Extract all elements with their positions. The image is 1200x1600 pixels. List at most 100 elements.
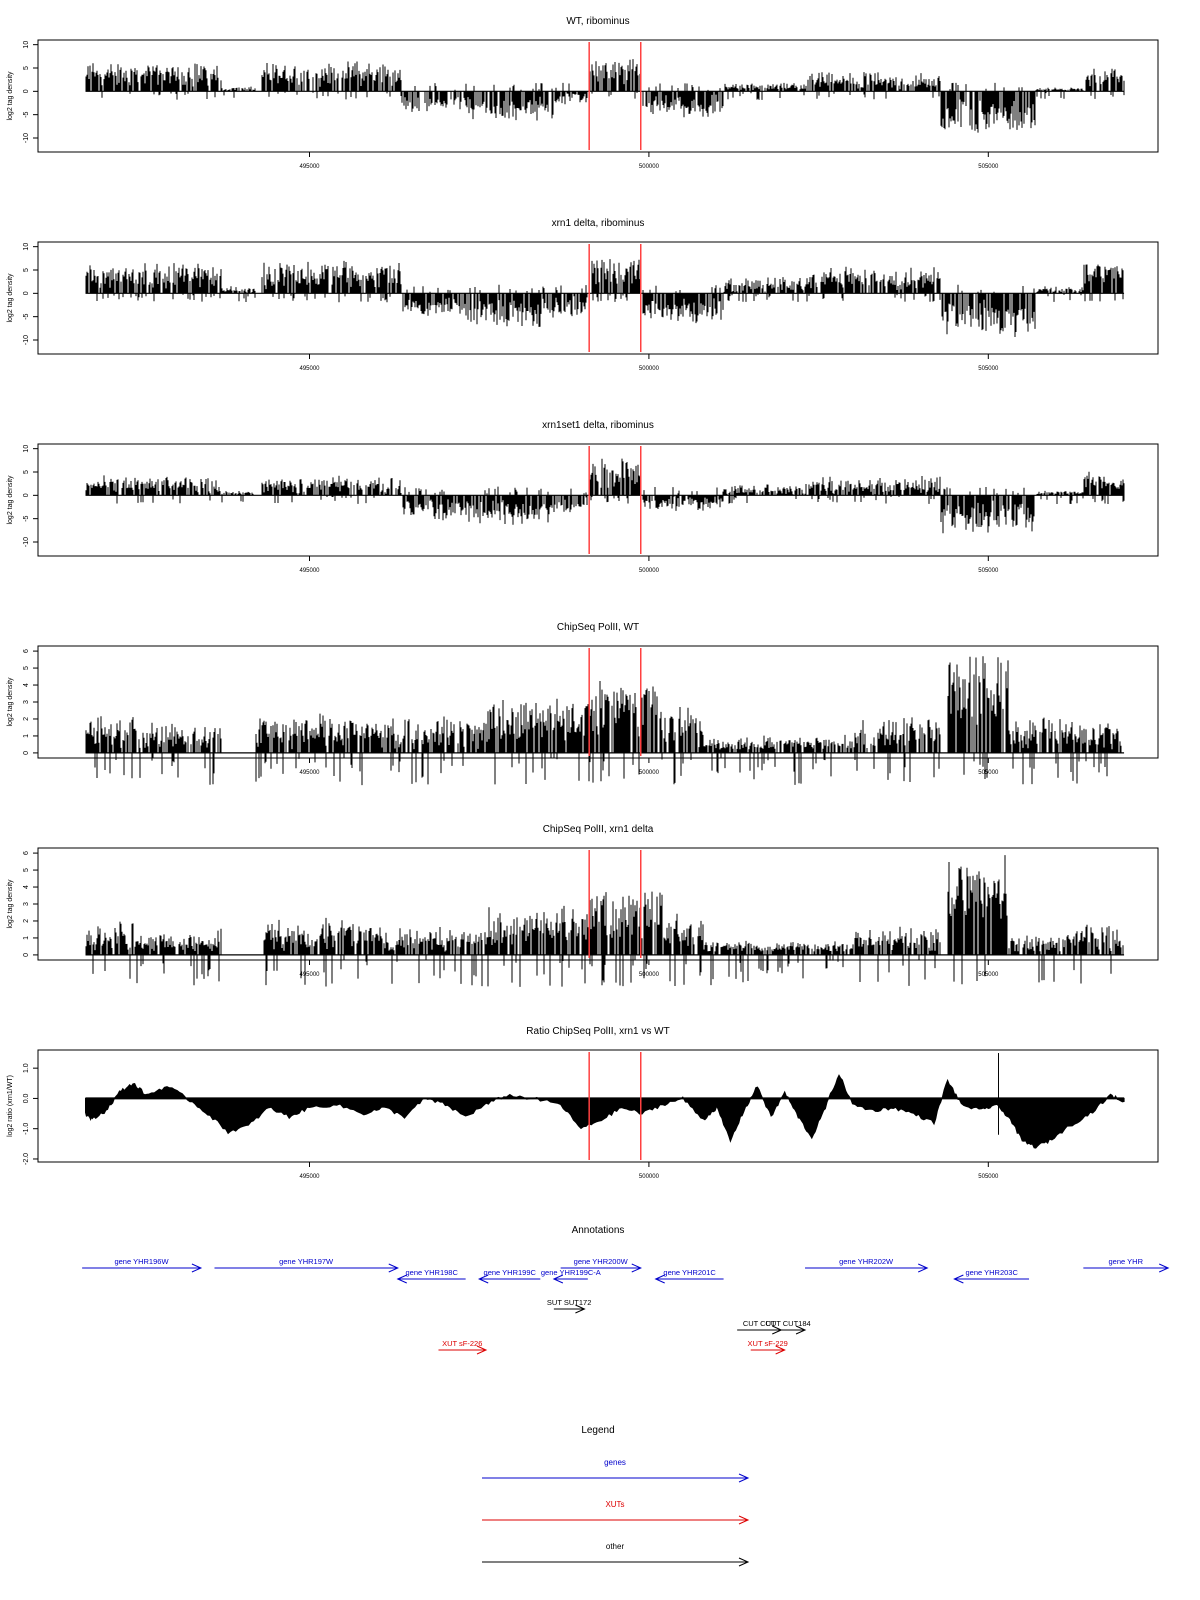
- plot-frame: [37, 39, 1159, 153]
- y-tick-label: 3: [23, 902, 30, 906]
- plot-frame: [37, 241, 1159, 355]
- y-tick-label: 3: [23, 700, 30, 704]
- ratio-area: [85, 1074, 1125, 1149]
- panel-title: ChipSeq PolII, xrn1 delta: [543, 824, 654, 835]
- y-tick-label: 0: [23, 493, 30, 497]
- feature-label: gene YHR201C: [663, 1268, 716, 1277]
- panel-3: xrn1set1 delta, ribominus 10 5 0 -5 -10 log2 t…: [7, 420, 1159, 574]
- annotation-feature: CUT CUT184: [765, 1319, 811, 1335]
- annotation-feature: gene YHR201C: [654, 1268, 724, 1284]
- y-axis: 10 5 0 -5 -10: [23, 243, 38, 345]
- feature-label: gene YHR196W: [114, 1257, 169, 1266]
- annotation-feature: gene YHR202W: [805, 1257, 929, 1273]
- y-tick-label: 5: [23, 868, 30, 872]
- data-bars: [85, 458, 1125, 534]
- annotation-feature: gene YHR199C-A: [541, 1268, 601, 1284]
- y-tick-label: 1: [23, 936, 30, 940]
- x-tick-label: 500000: [639, 164, 660, 170]
- x-tick-label: 495000: [299, 568, 320, 574]
- y-tick-label: 4: [23, 885, 30, 889]
- data-bars: [85, 855, 1124, 987]
- x-axis: 495000 500000 505000: [299, 758, 999, 776]
- y-tick-label: 1: [23, 734, 30, 738]
- annotation-feature: gene YHR197W: [214, 1257, 399, 1273]
- feature-label: gene YHR203C: [965, 1268, 1018, 1277]
- x-axis: 495000 500000 505000: [299, 1162, 999, 1180]
- x-tick-label: 505000: [978, 770, 999, 776]
- y-tick-label: 0: [23, 953, 30, 957]
- x-axis: 495000 500000 505000: [299, 960, 999, 978]
- feature-arrow-head: [775, 1345, 786, 1355]
- legend-arrow-head: [738, 1515, 750, 1525]
- legend-label: other: [606, 1542, 625, 1551]
- y-tick-label: -1.0: [23, 1123, 30, 1135]
- feature-arrow-head: [795, 1325, 807, 1335]
- y-tick-label: 0: [23, 291, 30, 295]
- y-tick-label: 1.0: [23, 1063, 30, 1073]
- y-tick-label: 5: [23, 66, 30, 70]
- x-tick-label: 495000: [299, 1174, 320, 1180]
- feature-label: SUT SUT172: [547, 1298, 591, 1307]
- panel-1: WT, ribominus 10 5 0 -5 -10 log2 tag density 49…: [7, 16, 1159, 170]
- y-tick-label: -10: [23, 133, 30, 143]
- feature-arrow-head: [953, 1274, 964, 1284]
- y-tick-label: -5: [23, 111, 30, 117]
- data-bars: [85, 59, 1125, 133]
- y-axis-label: log2 ratio (xrn1/WT): [7, 1075, 14, 1137]
- panel-title: xrn1 delta, ribominus: [552, 218, 645, 229]
- legend-label: XUTs: [605, 1500, 624, 1509]
- legend-arrow-head: [738, 1557, 750, 1567]
- y-tick-label: 6: [23, 851, 30, 855]
- panel-5: ChipSeq PolII, xrn1 delta 0 1 2 3 4 5 6 log2 tag…: [7, 824, 1159, 987]
- x-tick-label: 495000: [299, 164, 320, 170]
- y-axis-label: log2 tag density: [7, 71, 14, 121]
- feature-arrow-head: [1158, 1263, 1170, 1273]
- y-axis: 0 1 2 3 4 5 6: [23, 851, 38, 957]
- feature-label: gene YHR199C: [484, 1268, 537, 1277]
- panel-6: Ratio ChipSeq PolII, xrn1 vs WT 1.0 0.0 -1.…: [7, 1026, 1159, 1180]
- annotation-feature: gene YHR203C: [953, 1268, 1030, 1284]
- panel-2: xrn1 delta, ribominus 10 5 0 -5 -10 log2 tag d…: [7, 218, 1159, 372]
- feature-label: gene YHR200W: [574, 1257, 629, 1266]
- feature-label: XUT sF-226: [442, 1339, 482, 1348]
- y-tick-label: -10: [23, 335, 30, 345]
- legend: Legend genes XUTs other: [482, 1425, 750, 1567]
- y-tick-label: 2: [23, 717, 30, 721]
- feature-arrow-head: [631, 1263, 642, 1273]
- y-tick-label: 0: [23, 89, 30, 93]
- x-tick-label: 495000: [299, 770, 320, 776]
- x-tick-label: 505000: [978, 972, 999, 978]
- legend-title: Legend: [581, 1425, 614, 1436]
- x-tick-label: 500000: [639, 972, 660, 978]
- feature-label: CUT CUT: [743, 1319, 776, 1328]
- panel-title: WT, ribominus: [566, 16, 629, 27]
- plot-frame: [37, 1049, 1159, 1163]
- data-bars: [85, 259, 1124, 337]
- x-tick-label: 500000: [639, 770, 660, 776]
- annotation-feature: gene YHR200W: [560, 1257, 642, 1273]
- annotation-feature: gene YHR: [1083, 1257, 1170, 1273]
- feature-arrow-head: [575, 1304, 586, 1314]
- feature-arrow-head: [476, 1345, 488, 1355]
- feature-label: XUT sF-229: [748, 1339, 788, 1348]
- x-tick-label: 500000: [639, 1174, 660, 1180]
- data-bars: [85, 656, 1122, 786]
- y-axis: 10 5 0 -5 -10: [23, 445, 38, 547]
- feature-arrow-head: [654, 1274, 665, 1284]
- y-tick-label: 10: [23, 445, 30, 453]
- y-axis-label: log2 tag density: [7, 273, 14, 323]
- bar-series: [85, 656, 1122, 786]
- x-axis: 495000 500000 505000: [299, 152, 999, 170]
- x-axis: 495000 500000 505000: [299, 354, 999, 372]
- y-tick-label: -2.0: [23, 1153, 30, 1165]
- feature-label: gene YHR199C-A: [541, 1268, 601, 1277]
- feature-label: gene YHR: [1109, 1257, 1144, 1266]
- y-tick-label: 0: [23, 751, 30, 755]
- x-tick-label: 505000: [978, 1174, 999, 1180]
- y-tick-label: 6: [23, 649, 30, 653]
- x-tick-label: 500000: [639, 568, 660, 574]
- feature-arrow-head: [388, 1263, 399, 1273]
- annotation-feature: SUT SUT172: [547, 1298, 591, 1314]
- annotations-title: Annotations: [572, 1225, 625, 1236]
